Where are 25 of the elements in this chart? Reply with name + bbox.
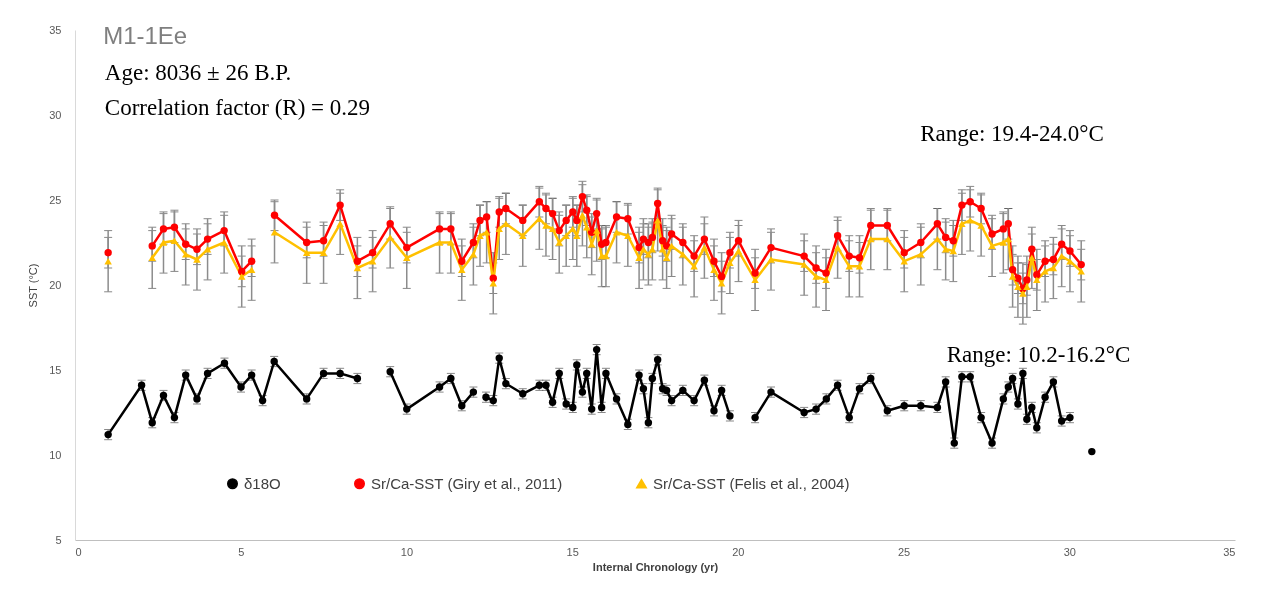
x-tick-label: 10: [400, 545, 414, 558]
annotation: Correlation factor (R) = 0.29: [104, 95, 371, 121]
x-tick-label: 15: [566, 545, 579, 558]
chart-title: M1-1Ee: [103, 21, 188, 49]
x-tick-label: 35: [1223, 545, 1236, 558]
x-tick-label: 20: [732, 545, 745, 558]
y-tick-label: 35: [49, 23, 62, 36]
y-tick-label: 5: [55, 533, 62, 546]
y-axis-title: SST (°C): [27, 263, 40, 308]
legend-label: Sr/Ca-SST (Felis et al., 2004): [653, 474, 850, 492]
x-tick-label: 25: [897, 545, 911, 558]
legend-label: Sr/Ca-SST (Giry et al., 2011): [371, 474, 563, 492]
x-tick-label: 0: [75, 545, 82, 558]
x-tick-label: 30: [1063, 545, 1076, 558]
y-tick-label: 25: [49, 193, 62, 206]
annotation: Range: 19.4-24.0°C: [920, 120, 1104, 146]
y-tick-label: 15: [49, 363, 62, 376]
x-tick-label: 5: [238, 545, 245, 558]
annotation: Range: 10.2-16.2°C: [946, 341, 1131, 367]
y-tick-label: 30: [49, 108, 62, 121]
x-axis-title: Internal Chronology (yr): [592, 560, 719, 573]
y-tick-label: 20: [49, 278, 62, 291]
y-tick-label: 10: [49, 448, 62, 461]
legend-label: δ18O: [244, 474, 281, 492]
annotation: Age: 8036 ± 26 B.P.: [104, 59, 292, 85]
